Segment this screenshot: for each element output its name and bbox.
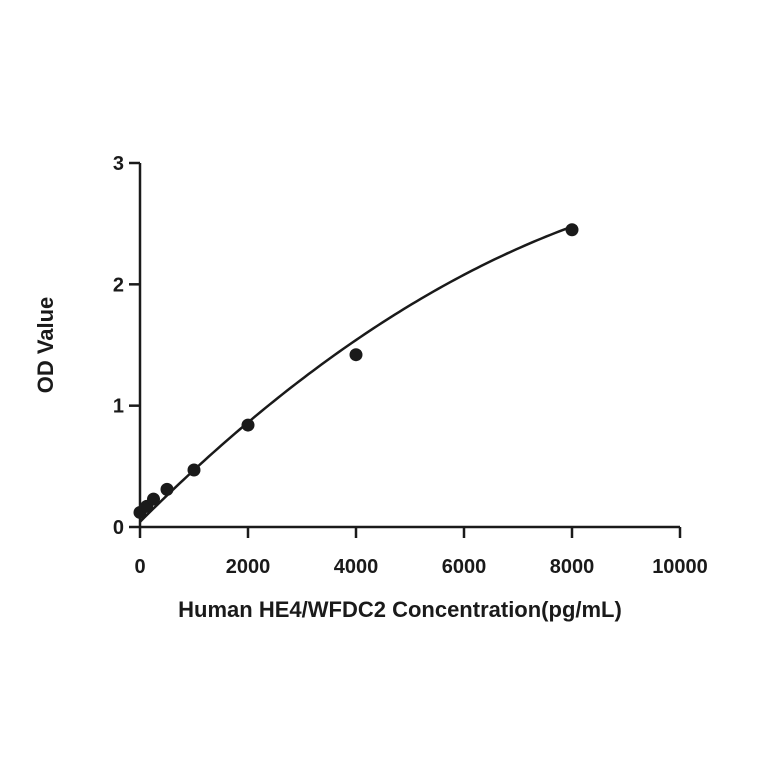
data-point — [241, 418, 255, 432]
data-point — [187, 463, 201, 477]
x-axis-title: Human HE4/WFDC2 Concentration(pg/mL) — [178, 597, 622, 622]
y-tick-label: 0 — [113, 517, 124, 539]
data-point — [565, 223, 579, 237]
x-tick-label: 6000 — [442, 556, 487, 578]
data-point — [160, 482, 174, 496]
x-tick-label: 2000 — [226, 556, 271, 578]
y-ticks: 0 1 2 3 — [113, 153, 140, 539]
y-tick-label: 2 — [113, 274, 124, 296]
x-tick-label: 8000 — [550, 556, 595, 578]
y-tick-label: 1 — [113, 396, 124, 418]
data-points — [133, 223, 579, 519]
data-point — [349, 348, 363, 362]
y-axis-title: OD Value — [33, 297, 58, 394]
y-tick-label: 3 — [113, 153, 124, 175]
axes — [138, 163, 680, 529]
x-tick-label: 4000 — [334, 556, 379, 578]
x-tick-label: 0 — [134, 556, 145, 578]
x-tick-label: 10000 — [652, 556, 708, 578]
fit-curve — [139, 225, 573, 523]
x-ticks: 0 2000 4000 6000 8000 10000 — [134, 527, 708, 578]
data-point — [147, 492, 160, 506]
